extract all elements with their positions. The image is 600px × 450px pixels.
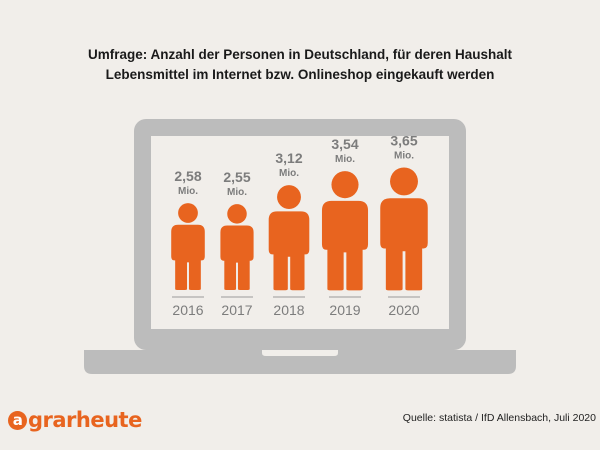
- laptop-notch: [262, 350, 338, 356]
- person-body: [321, 200, 369, 291]
- year-label: 2020: [388, 302, 419, 318]
- chart-marks: 2,58 Mio. 2016 2,55 Mio. 2017 3,12 Mio. 2018 3,54…: [171, 132, 428, 318]
- person-head: [331, 171, 359, 199]
- person-head: [227, 204, 247, 224]
- unit-label: Mio.: [227, 187, 247, 198]
- person-head: [178, 203, 198, 223]
- chart-title-line-1: Umfrage: Anzahl der Personen in Deutschl…: [87, 47, 513, 62]
- year-label: 2019: [329, 302, 360, 318]
- person-body: [220, 225, 254, 290]
- person-icon: [220, 204, 254, 290]
- person-icon: [268, 185, 310, 291]
- year-label: 2017: [221, 302, 252, 318]
- agrarheute-logo: a grarheute: [8, 405, 142, 435]
- person-icon: [171, 203, 205, 290]
- value-label: 2,58: [174, 168, 201, 184]
- chart-title: Umfrage: Anzahl der Personen in Deutschl…: [0, 45, 600, 85]
- unit-label: Mio.: [279, 168, 299, 179]
- person-icon: [380, 167, 428, 291]
- logo-letter-a: a: [8, 410, 27, 430]
- value-label: 3,54: [331, 136, 358, 152]
- unit-label: Mio.: [178, 186, 198, 197]
- person-body: [268, 211, 310, 291]
- value-label: 2,55: [223, 169, 250, 185]
- unit-label: Mio.: [394, 150, 414, 161]
- unit-label: Mio.: [335, 154, 355, 165]
- chart-title-line-2: Lebensmittel im Internet bzw. Onlineshop…: [105, 67, 495, 82]
- year-label: 2018: [273, 302, 304, 318]
- person-body: [171, 224, 205, 290]
- value-label: 3,12: [275, 150, 302, 166]
- logo-text: grarheute: [28, 408, 142, 432]
- person-head: [390, 167, 418, 196]
- person-icon: [321, 171, 369, 291]
- laptop-base: [84, 350, 516, 374]
- value-label: 3,65: [390, 132, 417, 148]
- person-body: [380, 198, 428, 291]
- source-note: Quelle: statista / IfD Allensbach, Juli …: [402, 412, 596, 424]
- year-label: 2016: [172, 302, 203, 318]
- person-head: [277, 185, 301, 209]
